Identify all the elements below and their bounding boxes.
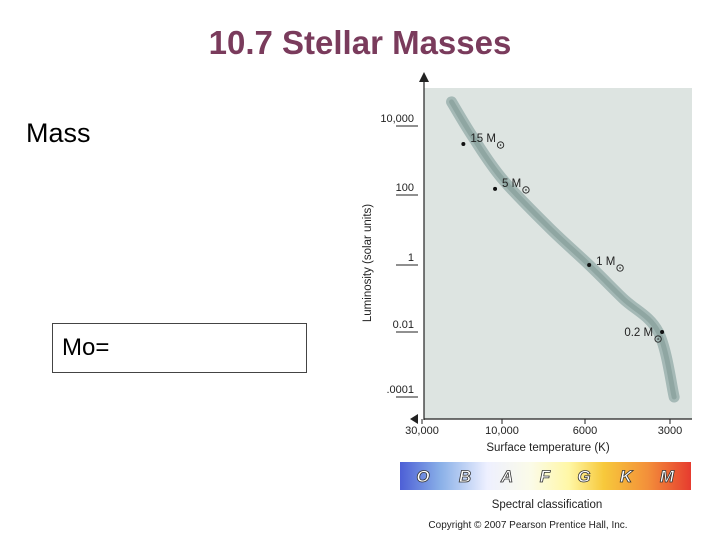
x-tick-label: 10,000 [485, 425, 519, 437]
sun-symbol-dot [499, 144, 502, 146]
y-axis-title: Luminosity (solar units) [362, 204, 374, 322]
spectral-class-o: O [416, 467, 429, 486]
mass-marker-dot [587, 263, 592, 267]
mass-label: 1 M [596, 256, 615, 268]
x-tick-label: 3000 [658, 425, 682, 437]
sun-symbol-icon [616, 264, 624, 272]
slide-title: 10.7 Stellar Masses [208, 24, 512, 61]
spectral-class-k: K [620, 467, 634, 486]
spectral-class-f: F [540, 467, 551, 486]
spectral-caption: Spectral classification [492, 499, 603, 511]
sun-symbol-icon [654, 335, 662, 343]
y-tick-label: .0001 [386, 384, 414, 396]
mass-marker-dot [660, 330, 665, 334]
main-sequence-core [449, 99, 677, 400]
copyright-text: Copyright © 2007 Pearson Prentice Hall, … [428, 520, 627, 531]
y-tick-label: 0.01 [393, 319, 414, 331]
y-axis-arrow [419, 72, 429, 82]
y-tick-label: 1 [408, 252, 414, 264]
mass-marker-dot [461, 142, 466, 147]
mass-label: 5 M [502, 178, 521, 190]
mass-label: 15 M [470, 133, 496, 145]
bullet-mass: Mass [26, 118, 91, 148]
y-tick-label: 100 [396, 182, 414, 194]
x-axis-arrow [410, 414, 418, 424]
y-tick-label: 10,000 [380, 113, 414, 125]
spectral-class-m: M [660, 467, 675, 486]
plot-background [424, 88, 692, 419]
mass-label: 0.2 M [624, 327, 653, 339]
x-tick-label: 6000 [573, 425, 597, 437]
sun-symbol-dot [657, 338, 659, 340]
sun-symbol-icon [522, 186, 530, 194]
spectral-class-a: A [500, 467, 513, 486]
formula-box: Mo= [52, 323, 307, 373]
x-axis-title: Surface temperature (K) [486, 442, 610, 454]
sun-symbol-dot [619, 267, 621, 269]
sun-symbol-dot [525, 189, 527, 191]
spectral-bar [400, 462, 691, 490]
formula-label: Mo= [62, 334, 110, 361]
sun-symbol-icon [496, 141, 505, 149]
x-tick-label: 30,000 [405, 425, 439, 437]
spectral-class-b: B [459, 467, 471, 486]
mass-marker-dot [493, 186, 498, 191]
spectral-class-g: G [577, 467, 590, 486]
